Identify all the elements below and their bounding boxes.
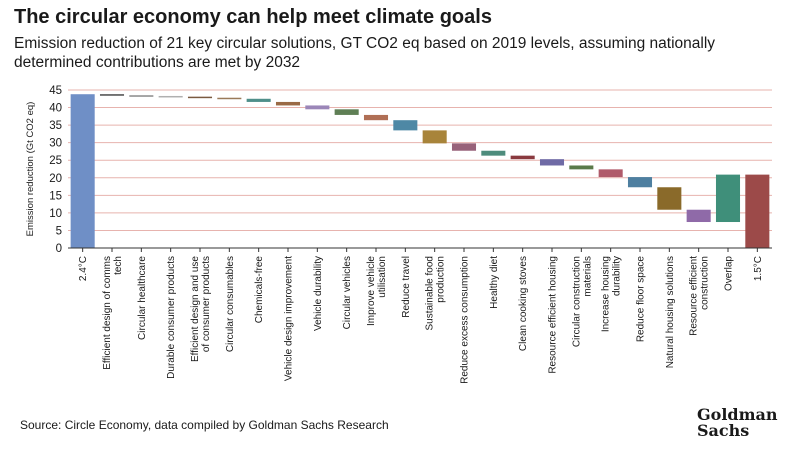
x-tick-label: Efficient design of commstech: [102, 256, 124, 370]
bar-19: [627, 177, 653, 188]
bar-8: [305, 105, 330, 110]
bar-23: [745, 174, 770, 248]
x-tick-label: Circular vehicles: [342, 256, 353, 329]
bar-20: [657, 187, 682, 210]
logo-line-1: Goldman: [697, 405, 778, 424]
y-axis-title: Emission reduction (Gt CO2 eq): [25, 102, 36, 237]
chart-title: The circular economy can help meet clima…: [14, 6, 492, 28]
y-tick-label: 40: [49, 103, 62, 115]
y-tick-label: 30: [49, 138, 62, 150]
x-tick-label: Increase housingdurability: [601, 256, 623, 332]
goldman-sachs-logo: Goldman Sachs: [697, 407, 778, 439]
bar-13: [451, 143, 477, 151]
x-tick-label: Reduce travel: [401, 256, 412, 318]
y-tick-label: 35: [49, 120, 62, 132]
bar-0: [70, 94, 95, 248]
x-tick-label: Durable consumer products: [166, 256, 177, 379]
y-tick-label: 25: [49, 155, 62, 167]
bar-22: [715, 174, 741, 223]
x-tick-label: Vehicle durability: [313, 256, 324, 331]
bar-14: [481, 150, 506, 156]
x-tick-label: 1.5°C: [753, 256, 764, 281]
x-tick-label: Reduce floor space: [636, 256, 647, 343]
bar-7: [275, 101, 301, 106]
bar-11: [393, 120, 418, 131]
bar-4: [187, 96, 213, 99]
x-tick-label: Resource efficient housing: [548, 256, 559, 374]
bar-6: [246, 98, 271, 102]
bar-5: [217, 97, 242, 100]
x-tick-label: Vehicle design improvement: [284, 256, 295, 381]
source-note: Source: Circle Economy, data compiled by…: [20, 418, 389, 432]
bar-21: [686, 209, 711, 223]
y-tick-label: 5: [56, 225, 62, 237]
x-tick-label: Efficient design and useof consumer prod…: [190, 256, 212, 362]
bar-2: [129, 95, 154, 97]
bar-17: [569, 165, 594, 170]
bar-3: [158, 95, 183, 98]
x-tick-label: Resource efficientconstruction: [689, 256, 711, 336]
x-tick-label: Overlap: [724, 256, 735, 291]
chart-subtitle: Emission reduction of 21 key circular so…: [14, 35, 716, 71]
x-tick-label: Natural housing solutions: [665, 256, 676, 368]
bar-1: [99, 94, 125, 96]
x-tick-label: Clean cooking stoves: [518, 256, 529, 351]
bar-18: [598, 169, 623, 178]
x-tick-label: Improve vehicleutilisation: [366, 256, 388, 326]
y-tick-label: 15: [49, 190, 62, 202]
bar-15: [510, 155, 535, 160]
x-tick-label: Chemicals-free: [254, 256, 265, 324]
bar-9: [334, 109, 359, 115]
x-tick-label: 2.4°C: [78, 256, 89, 281]
x-tick-label: Circular consumables: [225, 256, 236, 352]
logo-line-2: Sachs: [697, 421, 750, 440]
y-tick-label: 45: [49, 85, 62, 97]
x-tick-label: Sustainable foodproduction: [425, 256, 447, 331]
bar-16: [539, 159, 565, 166]
x-tick-label: Circular constructionmaterials: [571, 256, 593, 347]
y-tick-label: 0: [56, 243, 62, 255]
x-tick-label: Healthy diet: [489, 256, 500, 309]
y-tick-label: 10: [49, 208, 62, 220]
x-tick-label: Reduce excess consumption: [460, 256, 471, 384]
bar-12: [422, 130, 447, 144]
bar-10: [363, 114, 389, 121]
x-tick-label: Circular healthcare: [137, 256, 148, 340]
y-tick-label: 20: [49, 173, 62, 185]
